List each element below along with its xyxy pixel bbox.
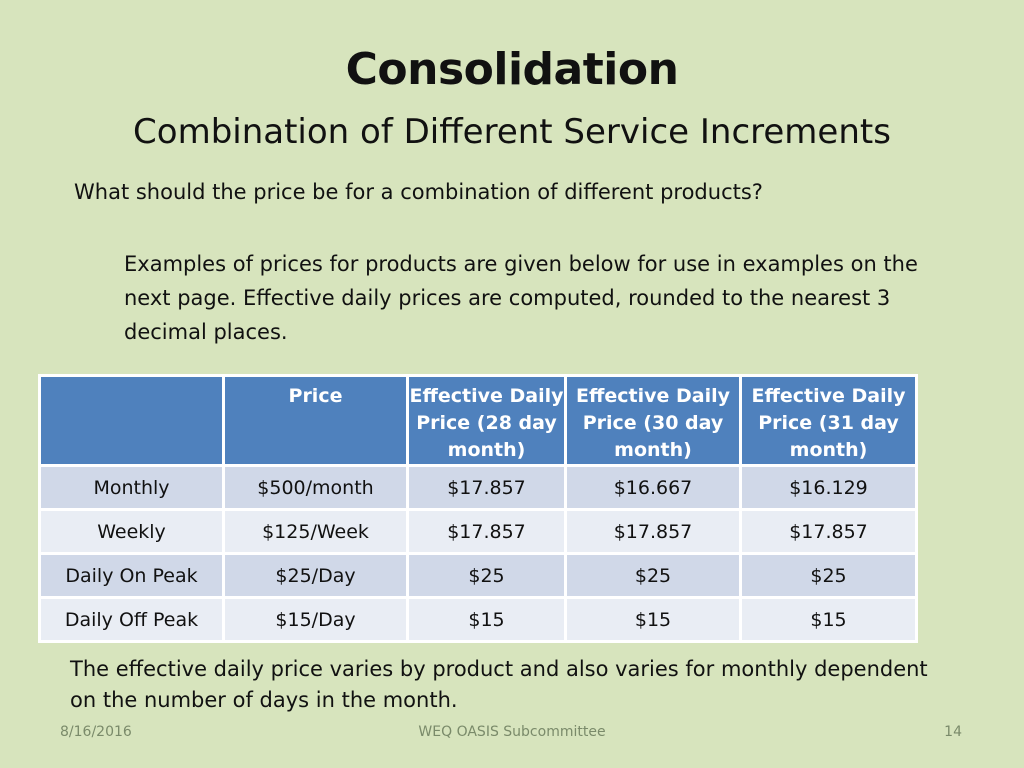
table-cell: $17.857	[739, 508, 918, 555]
footer-date: 8/16/2016	[60, 724, 132, 740]
price-table: Price Effective Daily Price (28 day mont…	[38, 374, 918, 643]
table-cell: $16.129	[739, 464, 918, 511]
table-cell: $125/Week	[222, 508, 409, 555]
slide-title: Consolidation	[345, 44, 679, 95]
header-cell-price: Price	[222, 374, 409, 467]
page-number: 14	[944, 724, 962, 740]
table-cell: $15	[564, 596, 742, 643]
footer-center-text: WEQ OASIS Subcommittee	[418, 724, 606, 740]
table-cell: $16.667	[564, 464, 742, 511]
table-cell: $17.857	[406, 464, 567, 511]
header-cell-30-day: Effective Daily Price (30 day month)	[564, 374, 742, 467]
table-cell: $25/Day	[222, 552, 409, 599]
table-cell: Daily Off Peak	[38, 596, 225, 643]
table-row: Monthly $500/month $17.857 $16.667 $16.1…	[38, 464, 918, 511]
slide-subtitle: Combination of Different Service Increme…	[133, 112, 891, 152]
table-cell: Weekly	[38, 508, 225, 555]
table-cell: $25	[564, 552, 742, 599]
footnote-text: The effective daily price varies by prod…	[70, 657, 928, 712]
table-cell: $17.857	[564, 508, 742, 555]
table-row: Daily On Peak $25/Day $25 $25 $25	[38, 552, 918, 599]
table-cell: $25	[406, 552, 567, 599]
examples-paragraph: Examples of prices for products are give…	[124, 252, 918, 344]
header-cell-31-day: Effective Daily Price (31 day month)	[739, 374, 918, 467]
table-cell: $25	[739, 552, 918, 599]
question-text: What should the price be for a combinati…	[74, 180, 763, 204]
table-cell: Daily On Peak	[38, 552, 225, 599]
table-row: Daily Off Peak $15/Day $15 $15 $15	[38, 596, 918, 643]
header-cell-28-day: Effective Daily Price (28 day month)	[406, 374, 567, 467]
table-cell: $15	[739, 596, 918, 643]
table-cell: $500/month	[222, 464, 409, 511]
table-cell: $15/Day	[222, 596, 409, 643]
table-cell: $17.857	[406, 508, 567, 555]
header-cell-blank	[38, 374, 225, 467]
table-cell: $15	[406, 596, 567, 643]
table-header-row: Price Effective Daily Price (28 day mont…	[38, 374, 918, 467]
table-cell: Monthly	[38, 464, 225, 511]
table-row: Weekly $125/Week $17.857 $17.857 $17.857	[38, 508, 918, 555]
